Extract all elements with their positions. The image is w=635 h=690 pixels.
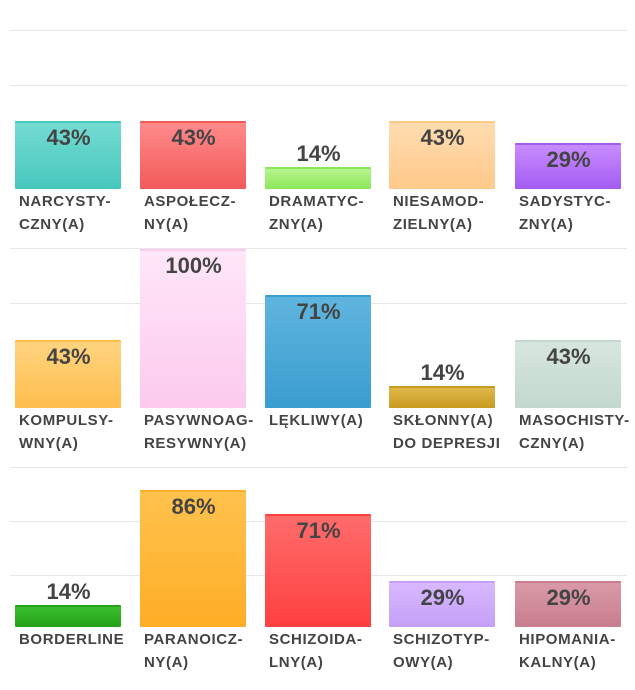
category-label: DO DEPRESJI [393,435,501,452]
value-label: 43% [420,125,465,150]
value-label: 43% [171,125,216,150]
value-label: 43% [46,125,91,150]
category-label: HIPOMANIA- [519,631,616,648]
bar [515,340,621,408]
category-label: KOMPULSY- [19,412,114,429]
bar [140,249,246,408]
bar [389,386,495,408]
value-label: 14% [296,141,341,166]
value-label: 86% [171,494,216,519]
bar [515,143,621,189]
category-label: BORDERLINE [19,631,125,648]
value-label: 71% [296,518,341,543]
bar [389,581,495,627]
category-label: NIESAMOD- [393,193,485,210]
bar [389,121,495,189]
category-label: OWY(A) [393,654,454,671]
value-label: 29% [546,585,591,610]
category-label: PARANOICZ- [144,631,244,648]
value-label: 43% [46,344,91,369]
category-label: SKŁONNY(A) [393,412,494,429]
category-label: ZNY(A) [269,216,324,233]
value-label: 29% [546,147,591,172]
category-label: CZNY(A) [19,216,85,233]
bar [140,490,246,627]
category-label: WNY(A) [19,435,79,452]
value-label: 14% [46,579,91,604]
bar [515,581,621,627]
bar [15,605,121,627]
category-label: ZIELNY(A) [393,216,473,233]
value-label: 14% [420,360,465,385]
category-label: DRAMATYC- [269,193,365,210]
grid-line [10,30,627,31]
grid-line [10,467,627,468]
category-label: CZNY(A) [519,435,585,452]
category-label: PASYWNOAG- [144,412,254,429]
category-label: SADYSTYC- [519,193,612,210]
category-label: LNY(A) [269,654,324,671]
category-label: NY(A) [144,654,189,671]
bar [140,121,246,189]
category-label: ASPOŁECZ- [144,193,237,210]
category-label: ZNY(A) [519,216,574,233]
category-label: NY(A) [144,216,189,233]
value-label: 71% [296,299,341,324]
value-label: 43% [546,344,591,369]
category-label: KALNY(A) [519,654,597,671]
bar [265,514,371,627]
category-label: MASOCHISTY- [519,412,630,429]
category-label: SCHIZOIDA- [269,631,363,648]
value-label: 29% [420,585,465,610]
value-label: 100% [165,253,222,278]
bar [265,167,371,189]
category-label: LĘKLIWY(A) [269,412,364,429]
category-label: RESYWNY(A) [144,435,247,452]
bar [15,121,121,189]
grid-line [10,85,627,86]
category-label: SCHIZOTYP- [393,631,490,648]
grid-line [10,248,627,249]
bar [15,340,121,408]
category-label: NARCYSTY- [19,193,112,210]
bar [265,295,371,408]
